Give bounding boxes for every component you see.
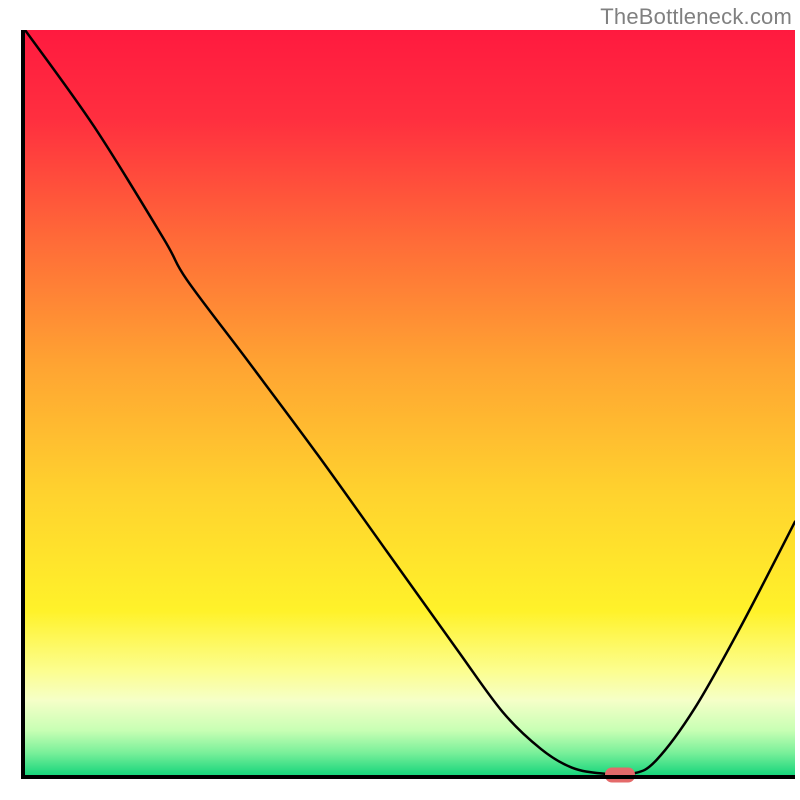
watermark-text: TheBottleneck.com (600, 4, 792, 30)
y-axis (21, 30, 25, 779)
x-axis (21, 775, 795, 779)
chart-container: TheBottleneck.com (0, 0, 800, 800)
curve-path (25, 30, 795, 775)
curve-line (25, 30, 795, 775)
plot-area (25, 30, 795, 775)
